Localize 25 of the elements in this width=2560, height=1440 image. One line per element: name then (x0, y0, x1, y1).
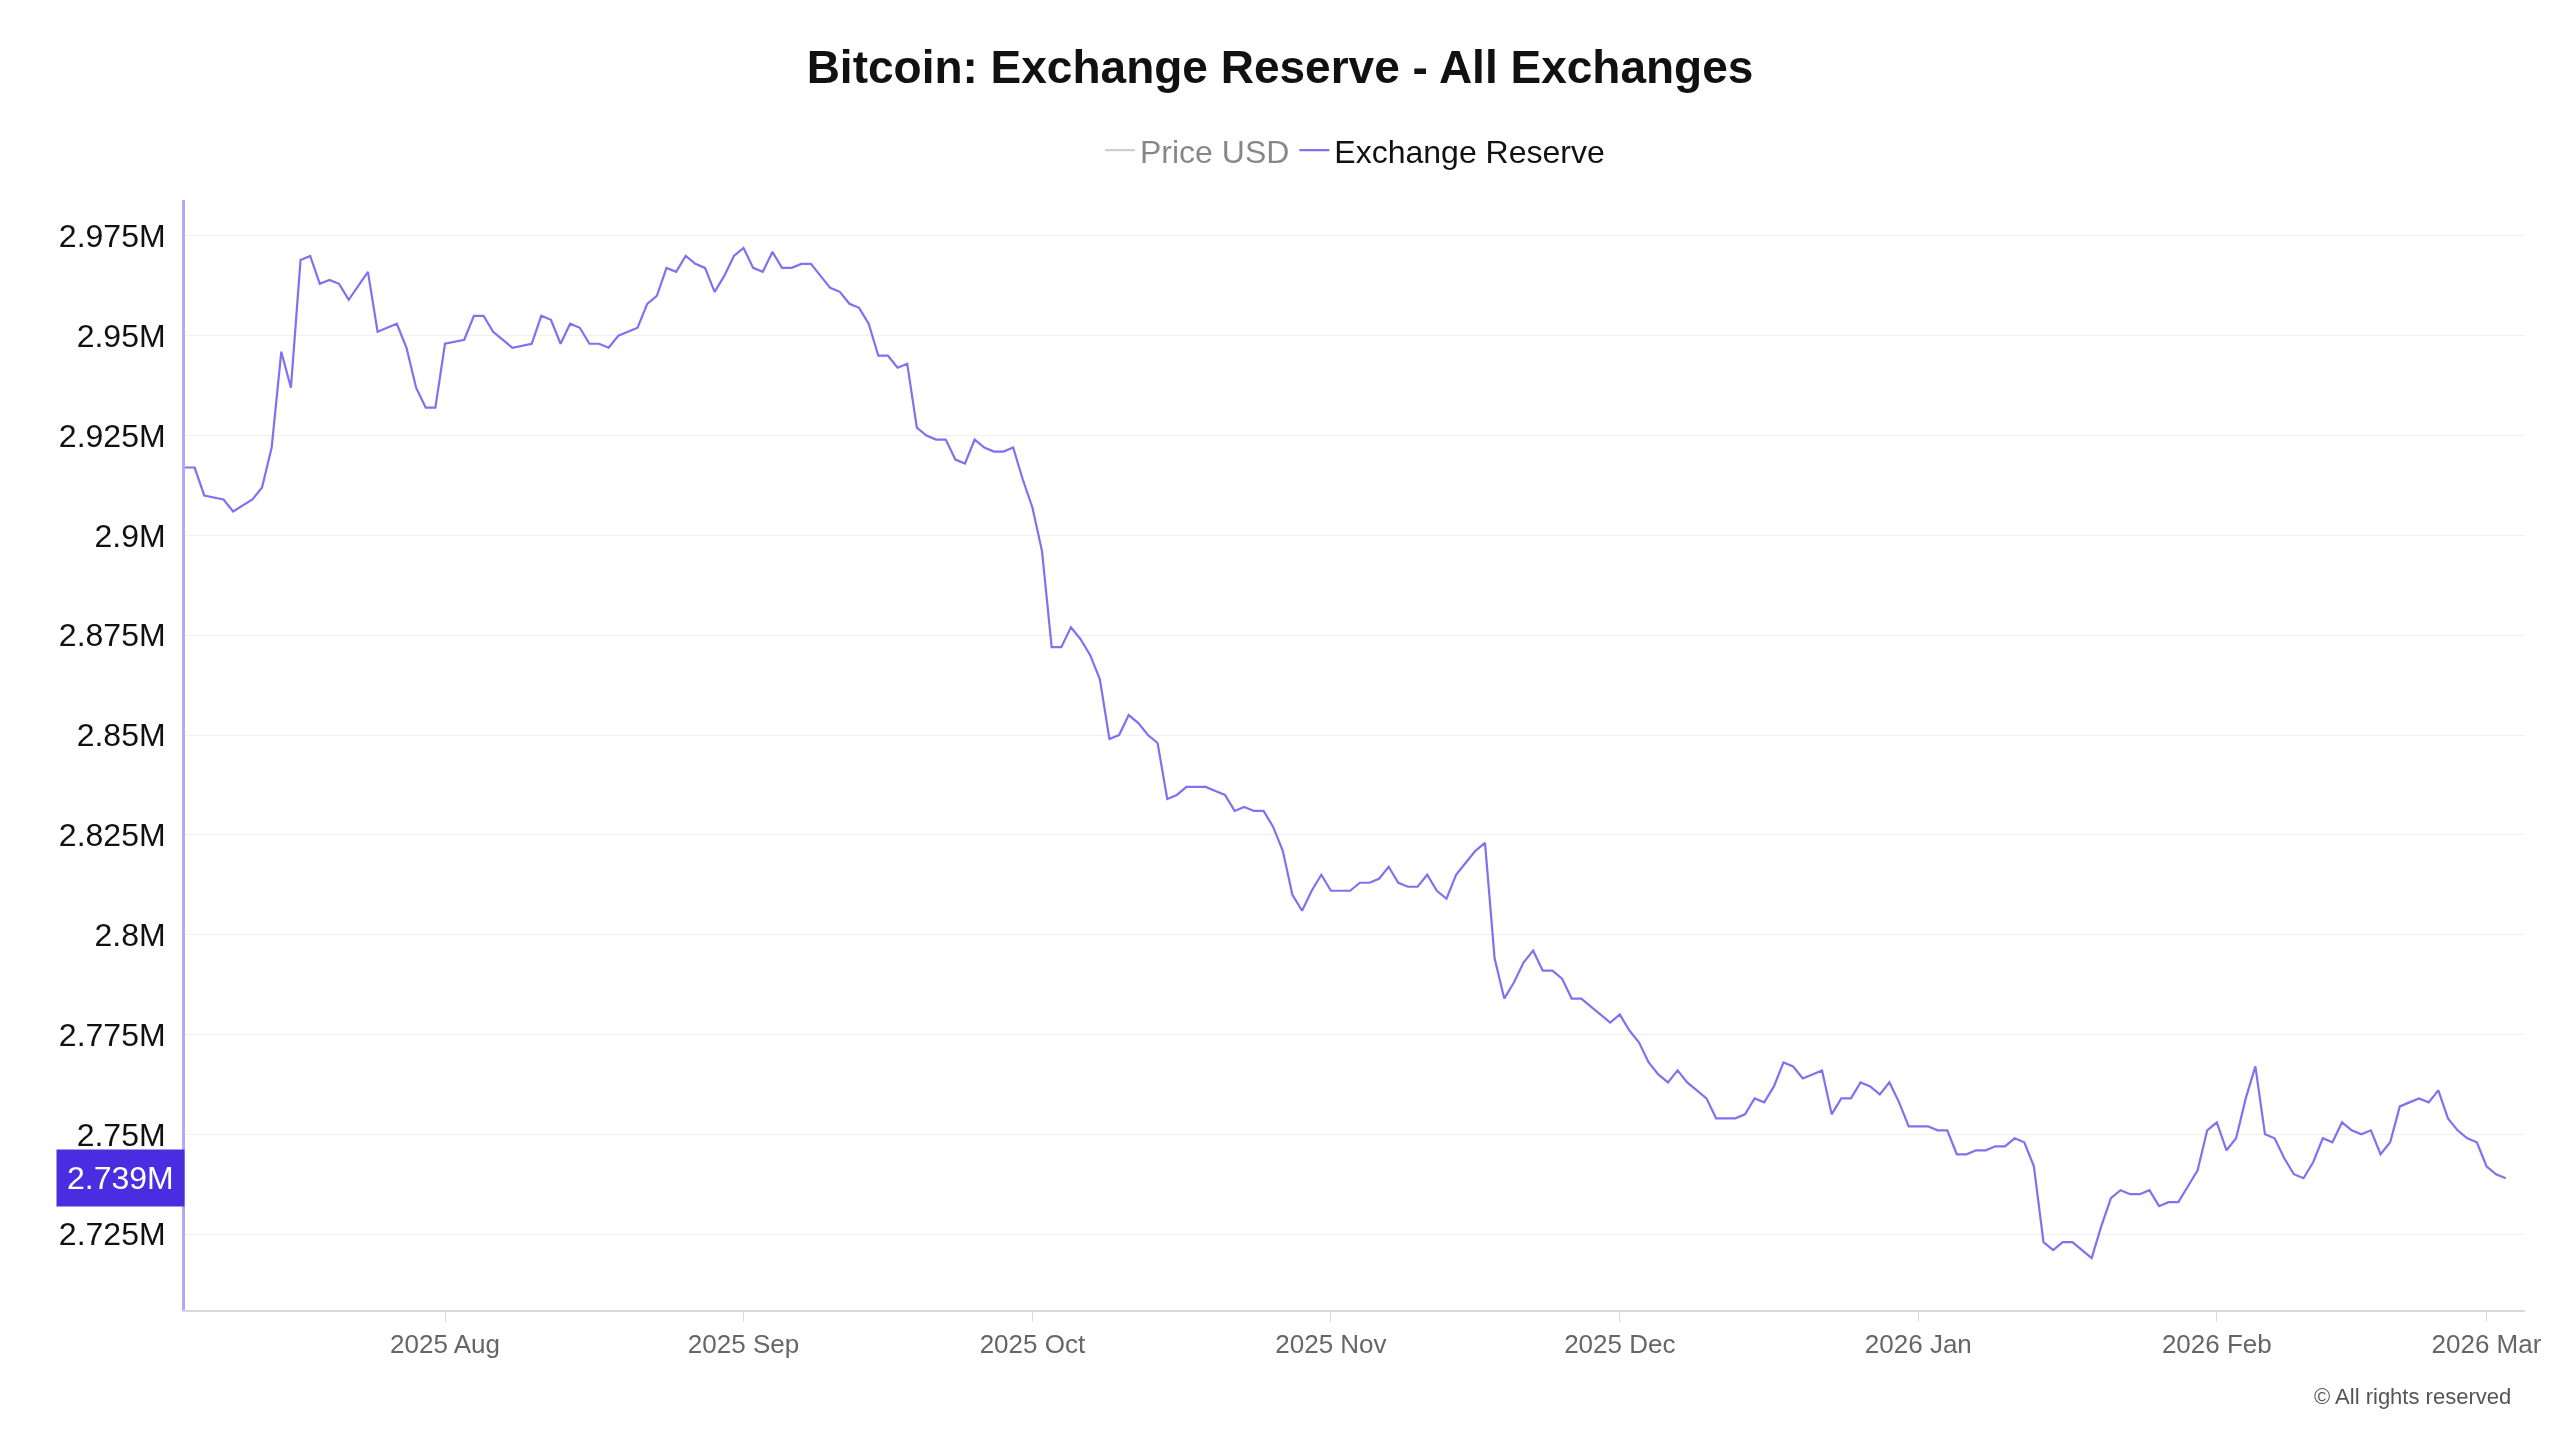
x-tick-label: 2026 Mar (2431, 1329, 2542, 1360)
y-tick-label: 2.75M (76, 1116, 166, 1153)
y-tick-label: 2.775M (58, 1016, 166, 1053)
text: 2.739M (67, 1160, 174, 1196)
y-tick-label: 2.85M (76, 717, 166, 754)
y-tick-label: 2.8M (94, 916, 166, 953)
y-tick-label: 2.925M (58, 417, 166, 454)
legend-label: Price USD (1140, 133, 1290, 170)
x-tick-label: 2025 Dec (1564, 1329, 1676, 1360)
legend-label: Exchange Reserve (1334, 133, 1605, 170)
x-tick-label: 2025 Nov (1275, 1329, 1387, 1360)
y-tick-label: 2.975M (58, 218, 166, 255)
text: © All rights reserved (2314, 1384, 2512, 1409)
x-tick-label: 2025 Sep (687, 1329, 800, 1360)
chart-title: Bitcoin: Exchange Reserve - All Exchanges (806, 40, 1754, 93)
x-tick-label: 2025 Oct (979, 1329, 1086, 1360)
y-tick-label: 2.725M (58, 1216, 166, 1253)
y-tick-label: 2.9M (94, 517, 166, 554)
x-tick-label: 2025 Aug (390, 1329, 500, 1360)
line-series (185, 246, 2507, 1260)
y-tick-label: 2.825M (58, 817, 166, 854)
x-tick-label: 2026 Feb (2161, 1329, 2272, 1360)
y-tick-label: 2.95M (76, 317, 166, 354)
y-tick-label: 2.875M (58, 617, 166, 654)
x-tick-label: 2026 Jan (1864, 1329, 1972, 1360)
